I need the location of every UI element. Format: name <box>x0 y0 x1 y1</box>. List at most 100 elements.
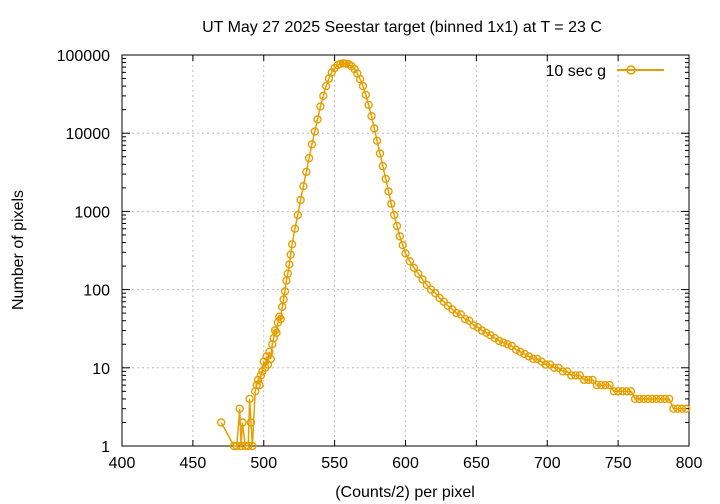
data-point <box>541 360 550 369</box>
data-point <box>601 380 610 390</box>
data-point <box>319 91 328 101</box>
data-point <box>405 257 414 266</box>
data-point <box>248 441 257 451</box>
data-point <box>596 380 606 390</box>
legend-marker <box>626 65 636 75</box>
data-point <box>235 404 244 413</box>
data-point <box>558 367 567 376</box>
data-point <box>618 387 627 396</box>
data-point <box>533 354 542 364</box>
legend-label: 10 sec g <box>546 63 606 80</box>
data-point <box>469 321 478 330</box>
data-point <box>456 310 465 319</box>
data-point <box>293 210 302 220</box>
data-point <box>682 404 691 413</box>
data-point <box>494 336 504 346</box>
data-point <box>302 167 311 177</box>
data-point <box>643 394 653 404</box>
data-point <box>280 287 290 296</box>
data-point <box>290 224 300 233</box>
data-point <box>307 140 317 149</box>
data-point <box>216 418 226 427</box>
data-point <box>656 394 665 404</box>
data-point <box>401 249 410 258</box>
data-point <box>550 363 559 372</box>
series-10-sec-g <box>216 59 691 451</box>
data-point <box>460 314 470 324</box>
data-point <box>652 394 661 404</box>
data-point <box>477 326 487 335</box>
x-axis-title: (Counts/2) per pixel <box>335 484 475 501</box>
data-point <box>256 371 266 380</box>
data-point <box>588 375 597 385</box>
data-point <box>387 199 396 209</box>
data-point <box>243 441 253 451</box>
data-point <box>482 328 491 337</box>
x-tick-label: 650 <box>463 455 490 472</box>
data-point <box>321 81 331 91</box>
data-point <box>422 280 431 290</box>
data-point <box>358 81 368 91</box>
data-point <box>665 394 674 404</box>
data-point <box>279 295 288 304</box>
data-point <box>246 418 256 427</box>
data-point <box>584 375 593 385</box>
x-tick-label: 600 <box>392 455 419 472</box>
data-point <box>452 308 461 318</box>
data-point <box>613 387 623 396</box>
data-point <box>304 153 314 163</box>
data-point <box>639 394 648 404</box>
data-point <box>245 394 254 404</box>
data-point <box>392 221 402 231</box>
data-point <box>465 316 474 325</box>
data-point <box>232 441 242 451</box>
x-tick-label: 750 <box>605 455 632 472</box>
data-point <box>296 195 305 205</box>
data-point <box>398 240 407 250</box>
x-axis: 400 450 500 550 600 650 700 750 800 <box>109 55 703 472</box>
data-point <box>252 380 261 390</box>
data-point <box>418 275 427 284</box>
data-point <box>381 174 390 184</box>
data-point <box>571 371 580 380</box>
grid <box>122 55 689 446</box>
data-point <box>647 394 657 404</box>
chart-title: UT May 27 2025 Seestar target (binned 1x… <box>202 19 602 36</box>
data-point <box>384 187 393 196</box>
y-tick-label: 1 <box>101 439 110 456</box>
x-tick-label: 450 <box>180 455 207 472</box>
data-point <box>266 354 275 364</box>
data-point <box>238 418 247 427</box>
data-point <box>635 394 644 404</box>
data-point <box>609 387 619 396</box>
y-axis-title: Number of pixels <box>10 190 27 310</box>
data-point <box>287 240 297 249</box>
y-tick-label: 1000 <box>74 204 110 221</box>
data-point <box>524 352 533 361</box>
data-point <box>622 387 631 396</box>
data-point <box>361 90 370 100</box>
data-point <box>414 269 423 278</box>
data-point <box>409 263 419 272</box>
data-point <box>283 269 292 278</box>
data-point <box>503 340 512 349</box>
data-point <box>669 404 678 413</box>
data-point <box>431 289 440 298</box>
data-point <box>567 371 576 380</box>
data-point <box>316 102 325 111</box>
x-tick-label: 400 <box>109 455 136 472</box>
y-tick-label: 100 <box>83 283 110 300</box>
data-point <box>390 210 399 220</box>
y-tick-label: 100000 <box>57 48 110 65</box>
y-axis: 1 10 100 1000 10000 100000 <box>57 48 689 456</box>
data-point <box>499 338 508 347</box>
y-tick-label: 10 <box>92 361 110 378</box>
data-point <box>575 371 585 380</box>
data-point <box>276 314 285 324</box>
data-point <box>313 115 322 124</box>
data-point <box>375 149 385 158</box>
data-point <box>630 394 640 404</box>
data-point <box>364 100 373 110</box>
x-tick-label: 800 <box>676 455 703 472</box>
